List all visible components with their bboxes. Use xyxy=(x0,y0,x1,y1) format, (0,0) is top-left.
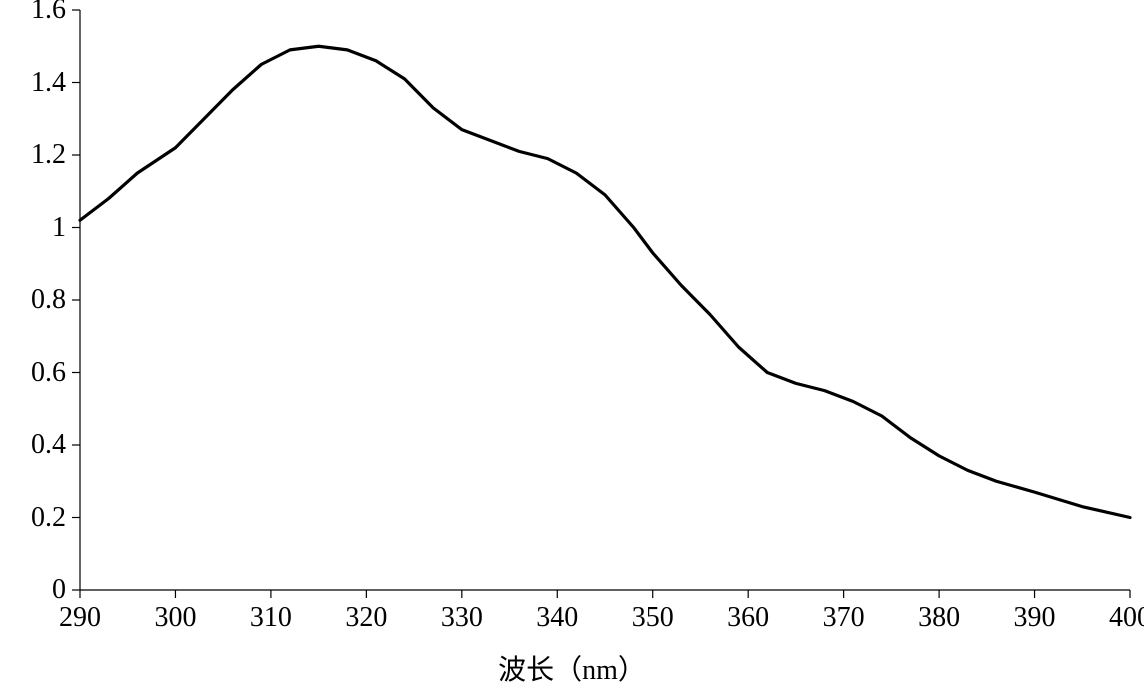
x-tick-label: 300 xyxy=(154,602,196,634)
x-tick-label: 310 xyxy=(250,602,292,634)
y-tick-label: 1.4 xyxy=(31,67,66,99)
x-tick-label: 380 xyxy=(918,602,960,634)
y-tick-label: 0.8 xyxy=(31,284,66,316)
x-tick-label: 290 xyxy=(59,602,101,634)
x-tick-label: 360 xyxy=(727,602,769,634)
x-tick-label: 400 xyxy=(1109,602,1144,634)
spectrum-chart: 00.20.40.60.811.21.41.6 2903003103203303… xyxy=(0,0,1144,682)
x-tick-label: 320 xyxy=(345,602,387,634)
y-tick-label: 1.2 xyxy=(31,139,66,171)
x-tick-label: 340 xyxy=(536,602,578,634)
y-tick-label: 0.4 xyxy=(31,429,66,461)
y-tick-label: 1.6 xyxy=(31,0,66,26)
y-tick-label: 1 xyxy=(52,212,66,244)
x-tick-label: 350 xyxy=(632,602,674,634)
x-axis-title: 波长（nm） xyxy=(498,648,646,688)
spectrum-line xyxy=(80,46,1130,517)
y-tick-label: 0.2 xyxy=(31,502,66,534)
x-tick-label: 390 xyxy=(1014,602,1056,634)
plot-svg xyxy=(0,0,1144,682)
x-tick-label: 330 xyxy=(441,602,483,634)
y-tick-label: 0.6 xyxy=(31,357,66,389)
x-tick-label: 370 xyxy=(823,602,865,634)
